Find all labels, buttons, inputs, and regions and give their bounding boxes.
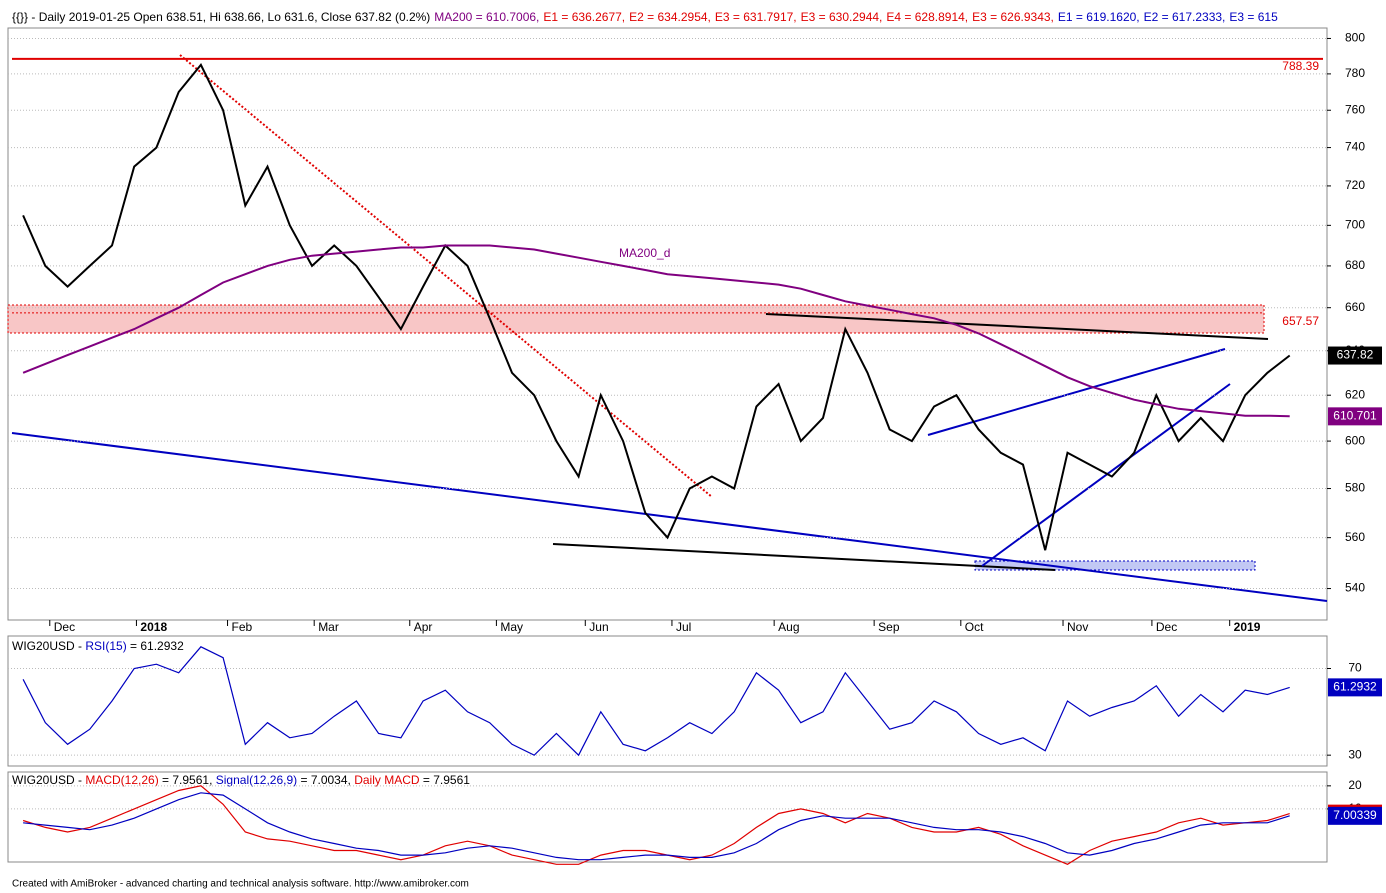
series-line (23, 792, 1290, 861)
series-line (22, 646, 1290, 757)
header-part: MA200 = 610.7006, (434, 10, 539, 24)
header-part: E1 = 636.2677, (543, 10, 625, 24)
x-tick-label: Apr (414, 620, 433, 634)
y-tick-label: 620 (1345, 387, 1365, 401)
x-tick-label: Aug (778, 620, 799, 634)
header-part: E4 = 628.8914, (886, 10, 968, 24)
x-tick-label: 2019 (1234, 620, 1261, 634)
y-tick-label: 720 (1345, 178, 1365, 192)
trend-line (927, 348, 1226, 436)
y-tick-label: 20 (1348, 778, 1362, 792)
x-tick-label: 2018 (140, 620, 167, 634)
x-tick-label: Jul (676, 620, 691, 634)
y-tick-label: 680 (1345, 258, 1365, 272)
value-badge-label: 7.00339 (1333, 808, 1377, 822)
level-label: 788.39 (1282, 59, 1319, 73)
macd-panel (7, 771, 1328, 863)
header-part: E1 = 619.1620, (1058, 10, 1140, 24)
header-part: E3 = 626.9343, (972, 10, 1054, 24)
series-line (22, 785, 1290, 865)
y-tick-label: 580 (1345, 481, 1365, 495)
trend-line (552, 543, 1056, 571)
trend-line (981, 383, 1231, 567)
header-part: Signal(12,26,9) (216, 773, 297, 787)
header-part: WIG20USD - (12, 639, 85, 653)
panel-header: {{}} - Daily 2019-01-25 Open 638.51, Hi … (12, 10, 1278, 24)
rsi-panel (7, 635, 1328, 767)
trend-line (179, 54, 713, 498)
y-tick-label: 660 (1345, 300, 1365, 314)
x-tick-label: Sep (878, 620, 900, 634)
y-tick-label: 740 (1345, 140, 1365, 154)
y-tick-label: 600 (1345, 433, 1365, 447)
panel-header: WIG20USD - RSI(15) = 61.2932 (12, 639, 184, 653)
value-badge-label: 61.2932 (1333, 680, 1377, 694)
panel-header: WIG20USD - MACD(12,26) = 7.9561, Signal(… (12, 773, 470, 787)
x-tick-label: Mar (318, 620, 339, 634)
header-part: = 7.9561, (159, 773, 216, 787)
value-badge (1328, 806, 1382, 825)
header-part: = 7.9561 (420, 773, 471, 787)
series-line (22, 244, 1290, 418)
ma-label: MA200_d (619, 246, 670, 260)
header-part: E2 = 634.2954, (629, 10, 711, 24)
trend-line (11, 432, 1328, 602)
x-tick-label: Nov (1067, 620, 1088, 634)
value-badge-label: 610.701 (1333, 409, 1377, 423)
header-part: WIG20USD - (12, 773, 85, 787)
y-tick-label: 780 (1345, 66, 1365, 80)
y-tick-label: 70 (1348, 661, 1362, 675)
header-part: {{}} - Daily 2019-01-25 Open 638.51, Hi … (12, 10, 430, 24)
header-part: E3 = 615 (1229, 10, 1278, 24)
y-tick-label: 540 (1345, 581, 1365, 595)
header-part: E3 = 631.7917, (715, 10, 797, 24)
header-part: E3 = 630.2944, (801, 10, 883, 24)
header-part: RSI(15) (85, 639, 126, 653)
y-tick-label: 760 (1345, 102, 1365, 116)
y-tick-label: 560 (1345, 530, 1365, 544)
header-part: = 7.0034, (297, 773, 354, 787)
series-line (22, 63, 1291, 551)
x-tick-label: May (500, 620, 523, 634)
footer: Created with AmiBroker - advanced charti… (12, 879, 469, 890)
x-tick-label: Jun (589, 620, 608, 634)
value-badge-label: 637.82 (1337, 348, 1374, 362)
x-tick-label: Dec (54, 620, 75, 634)
header-part: E2 = 617.2333, (1144, 10, 1226, 24)
y-tick-label: 700 (1345, 218, 1365, 232)
x-tick-label: Oct (965, 620, 984, 634)
trend-line (765, 313, 1269, 340)
y-tick-label: 30 (1348, 747, 1362, 761)
header-part: MACD(12,26) (85, 773, 158, 787)
value-badge (1328, 407, 1382, 426)
header-part: Daily MACD (354, 773, 420, 787)
x-tick-label: Feb (232, 620, 253, 634)
header-part: = 61.2932 (127, 639, 184, 653)
value-badge (1328, 678, 1382, 697)
value-badge (1328, 346, 1382, 365)
x-tick-label: Dec (1156, 620, 1177, 634)
y-tick-label: 800 (1345, 31, 1365, 45)
level-label: 657.57 (1282, 314, 1319, 328)
